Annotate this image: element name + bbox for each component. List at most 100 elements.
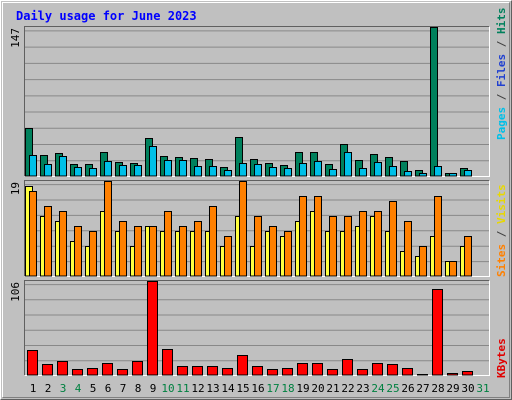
chart-title: Daily usage for June 2023 xyxy=(16,9,197,23)
sites-bar xyxy=(29,191,37,277)
kbytes-bar xyxy=(267,369,278,376)
pages-bar xyxy=(404,171,412,177)
sites-bar xyxy=(419,246,427,277)
pages-bar xyxy=(224,170,232,177)
pages-bar xyxy=(374,162,382,177)
kbytes-bar xyxy=(357,369,368,376)
sites-bar xyxy=(449,261,457,277)
legend-entry: / xyxy=(495,87,508,107)
x-tick-label: 20 xyxy=(311,382,324,395)
kbytes-bar xyxy=(162,349,173,376)
x-tick-label: 31 xyxy=(476,382,489,395)
pages-bar xyxy=(359,168,367,177)
sites-bar xyxy=(374,211,382,277)
x-tick-label: 10 xyxy=(161,382,174,395)
kbytes-bar xyxy=(87,368,98,376)
x-tick-label: 4 xyxy=(75,382,82,395)
x-tick-label: 7 xyxy=(120,382,127,395)
sites-bar xyxy=(179,226,187,277)
x-tick-label: 13 xyxy=(206,382,219,395)
x-tick-label: 11 xyxy=(176,382,189,395)
pages-bar xyxy=(89,168,97,177)
y-axis-max-label: 147 xyxy=(9,28,22,48)
x-tick-label: 28 xyxy=(431,382,444,395)
legend-entry: Files xyxy=(495,54,508,87)
x-tick-label: 25 xyxy=(386,382,399,395)
x-axis-labels: 1 2 3 4 5 6 7 8 9 10 11 12 13 14 15 16 17 18 19 20 21 22 23 24 2… xyxy=(30,382,490,395)
sites-bar xyxy=(164,211,172,277)
x-tick-label: 14 xyxy=(221,382,235,395)
pages-bar xyxy=(269,167,277,177)
y-axis-max-label: 19 xyxy=(9,182,22,195)
x-tick-label: 15 xyxy=(236,382,249,395)
chart-legends: Pages / Files / Hits Sites / Visits KBytes xyxy=(495,8,508,379)
sites-bar xyxy=(149,226,157,277)
kbytes-bar xyxy=(132,361,143,376)
y-axis-max-label: 106 xyxy=(9,282,22,302)
x-tick-label: 22 xyxy=(341,382,354,395)
x-tick-label: 27 xyxy=(416,382,429,395)
pages-bar xyxy=(29,155,37,177)
pages-bar xyxy=(449,173,457,177)
panel-border-top xyxy=(24,26,490,177)
legend-sites-visits: Sites / Visits xyxy=(495,184,508,277)
pages-bar xyxy=(179,160,187,177)
kbytes-bar xyxy=(102,363,113,376)
x-tick-label: 26 xyxy=(401,382,414,395)
kbytes-bar xyxy=(447,373,458,376)
x-tick-label: 17 xyxy=(266,382,279,395)
kbytes-bar xyxy=(222,368,233,376)
x-tick-label: 3 xyxy=(60,382,67,395)
panel-border-top xyxy=(24,180,490,277)
pages-bar xyxy=(149,146,157,177)
pages-bar xyxy=(59,156,67,177)
sites-bar xyxy=(344,216,352,277)
sites-bar xyxy=(314,196,322,277)
kbytes-bar xyxy=(462,371,473,376)
pages-bar xyxy=(254,164,262,177)
kbytes-panel: 106 xyxy=(9,280,490,376)
pages-bar xyxy=(419,173,427,177)
pages-bar xyxy=(464,170,472,177)
hits-bar xyxy=(430,27,438,177)
pages-bar xyxy=(194,166,202,177)
pages-bar xyxy=(104,161,112,177)
kbytes-bar xyxy=(72,369,83,376)
sites-bar xyxy=(44,206,52,277)
x-tick-label: 19 xyxy=(296,382,309,395)
kbytes-bar xyxy=(147,281,158,376)
sites-bar xyxy=(434,196,442,277)
kbytes-bar xyxy=(327,369,338,376)
kbytes-bar xyxy=(117,369,128,376)
sites-bar xyxy=(389,201,397,277)
legend-entry: / xyxy=(495,224,508,244)
sites-bar xyxy=(254,216,262,277)
sites-bar xyxy=(74,226,82,277)
pages-bar xyxy=(239,163,247,177)
legend-kbytes: KBytes xyxy=(495,338,508,378)
pages-bar xyxy=(164,160,172,177)
pages-bar xyxy=(314,161,322,177)
pages-bar xyxy=(344,152,352,177)
x-tick-label: 24 xyxy=(371,382,385,395)
kbytes-bar xyxy=(207,366,218,376)
kbytes-bar xyxy=(252,366,263,376)
legend-entry: / xyxy=(495,34,508,54)
chart-panels: 147 19 106 xyxy=(9,26,490,376)
sites-bar xyxy=(299,196,307,277)
x-tick-label: 30 xyxy=(461,382,474,395)
x-tick-label: 12 xyxy=(191,382,204,395)
legend-entry: KBytes xyxy=(495,338,508,378)
sites-bar xyxy=(209,206,217,277)
sites-bar xyxy=(104,181,112,277)
x-tick-label: 2 xyxy=(45,382,52,395)
panel-background xyxy=(24,26,490,177)
kbytes-bar xyxy=(237,355,248,376)
legend-entry: Pages xyxy=(495,107,508,140)
panel-border-top xyxy=(24,280,490,376)
kbytes-bar xyxy=(192,366,203,376)
x-tick-label: 5 xyxy=(90,382,97,395)
